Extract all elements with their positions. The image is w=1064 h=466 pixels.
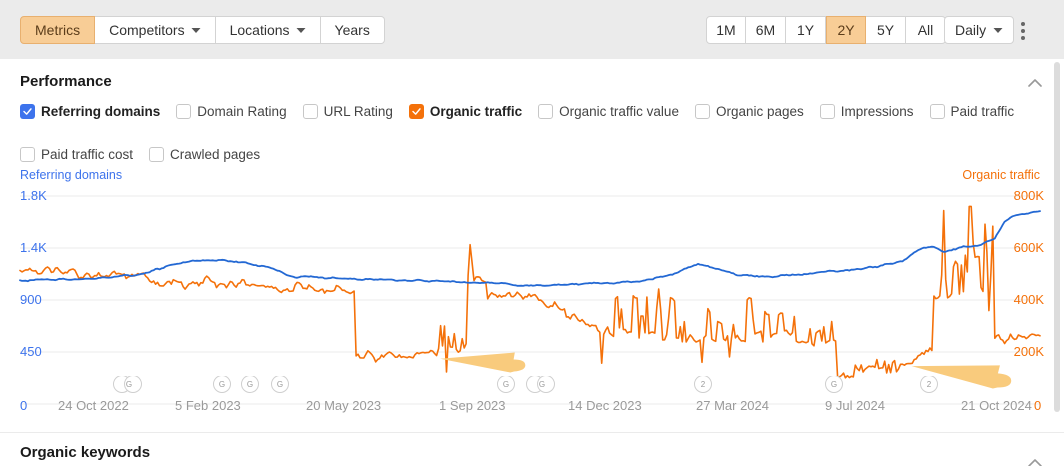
svg-text:G: G — [539, 380, 545, 389]
svg-text:G: G — [831, 380, 837, 389]
svg-text:G: G — [503, 380, 509, 389]
svg-text:G: G — [126, 380, 132, 389]
svg-text:G: G — [247, 380, 253, 389]
svg-text:G: G — [277, 380, 283, 389]
svg-text:G: G — [219, 380, 225, 389]
svg-text:2: 2 — [927, 380, 932, 389]
svg-text:2: 2 — [701, 380, 706, 389]
